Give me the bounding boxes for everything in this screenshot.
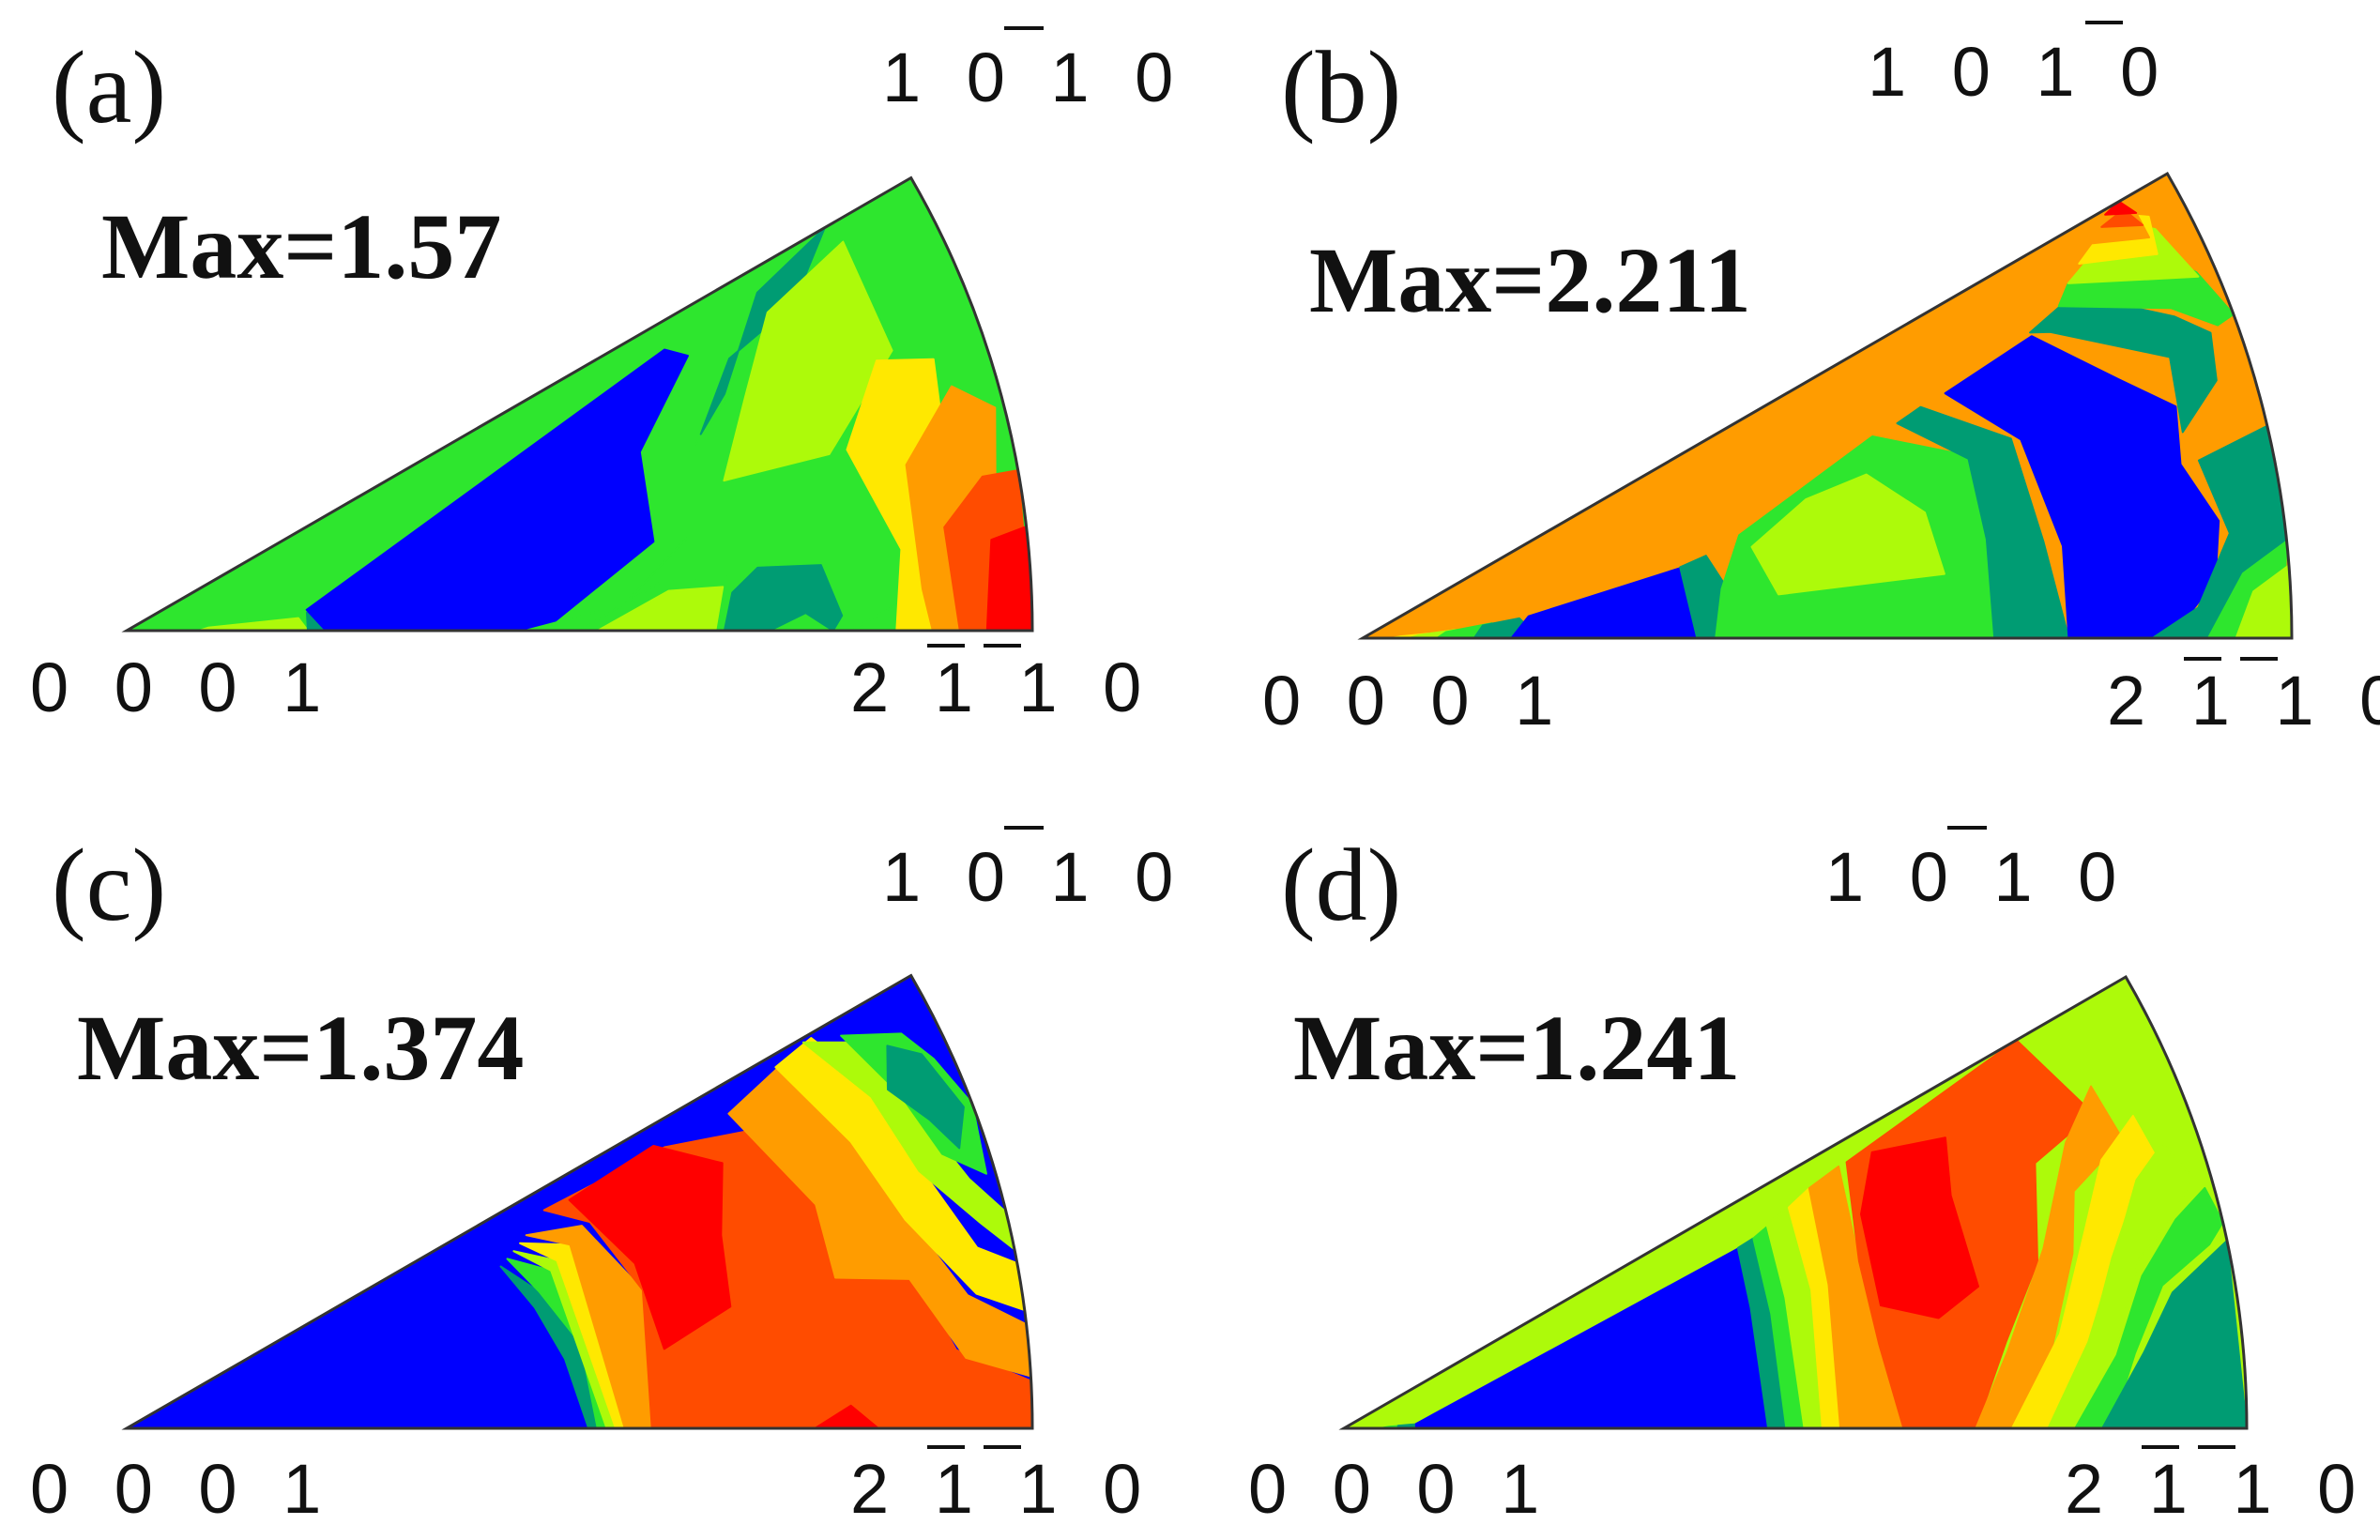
panel-d: (d) 1 0 1 0 Max=1.241 0 0 0 1 2 1 1 0 [1248, 826, 2369, 1528]
contour-region-blue [1414, 1243, 1778, 1428]
panel-c: (c) 1 0 1 0 Max=1.374 0 0 0 1 2 1 1 0 [30, 826, 1186, 1528]
corner-label-right: 2 1 1 0 [2107, 662, 2380, 740]
sector-outline [1338, 974, 2249, 1430]
max-label: Max=1.374 [77, 996, 524, 1100]
contour-region-red [568, 1145, 732, 1350]
contour-region-red-orange [2100, 208, 2144, 228]
sector-outline [121, 973, 1034, 1430]
contour-region-teal [1896, 405, 2070, 638]
panel-a: (a) 1 0 1 0 Max=1.57 0 0 0 1 2 1 1 0 [30, 26, 1186, 726]
contour-region-red [985, 526, 1032, 631]
panel-letter: (a) [52, 30, 166, 145]
contour-region-red [814, 1404, 879, 1428]
contour-region-lime [723, 240, 893, 482]
panel-letter: (b) [1281, 30, 1401, 145]
contour-regions [127, 177, 1032, 631]
corner-label-left: 0 0 0 1 [1248, 1450, 1552, 1528]
contour-region-teal [2101, 1240, 2247, 1428]
panel-b: (b) 1 0 1 0 Max=2.211 0 0 0 1 2 1 1 0 [1262, 21, 2380, 740]
corner-label-right: 2 1 1 0 [2065, 1450, 2369, 1528]
max-label: Max=1.241 [1293, 996, 1740, 1100]
contour-sector [1338, 974, 2249, 1430]
contour-sector [1357, 171, 2294, 640]
corner-label-top: 1 0 1 0 [882, 838, 1186, 916]
contour-region-orange [525, 1225, 663, 1428]
max-label: Max=2.211 [1309, 228, 1751, 332]
sector-outline [1357, 171, 2294, 640]
sector-outline [121, 175, 1034, 633]
contour-regions [127, 975, 1032, 1428]
contour-sector [121, 973, 1034, 1430]
contour-region-red [2104, 200, 2138, 216]
contour-sector [121, 175, 1034, 633]
panel-letter: (d) [1281, 828, 1401, 942]
contour-region-lime [1750, 473, 1945, 596]
corner-label-top: 1 0 1 0 [882, 38, 1186, 116]
contour-region-lime [198, 617, 309, 631]
contour-region-teal [2029, 293, 2218, 434]
corner-label-top: 1 0 1 0 [1868, 33, 2172, 111]
contour-region-lime [596, 586, 725, 631]
contour-region-blue [305, 348, 689, 631]
panel-letter: (c) [52, 828, 166, 942]
contour-region-teal [723, 564, 844, 631]
corner-label-left: 0 0 0 1 [1262, 662, 1566, 740]
corner-label-left: 0 0 0 1 [30, 648, 334, 726]
corner-label-left: 0 0 0 1 [30, 1450, 334, 1528]
max-label: Max=1.57 [101, 194, 501, 298]
contour-region-red [1860, 1136, 1979, 1319]
contour-regions [1363, 174, 2292, 638]
corner-label-right: 2 1 1 0 [850, 1450, 1154, 1528]
corner-label-top: 1 0 1 0 [1825, 838, 2129, 916]
corner-label-right: 2 1 1 0 [850, 648, 1154, 726]
contour-region-teal [886, 1044, 965, 1150]
contour-regions [1344, 977, 2247, 1428]
